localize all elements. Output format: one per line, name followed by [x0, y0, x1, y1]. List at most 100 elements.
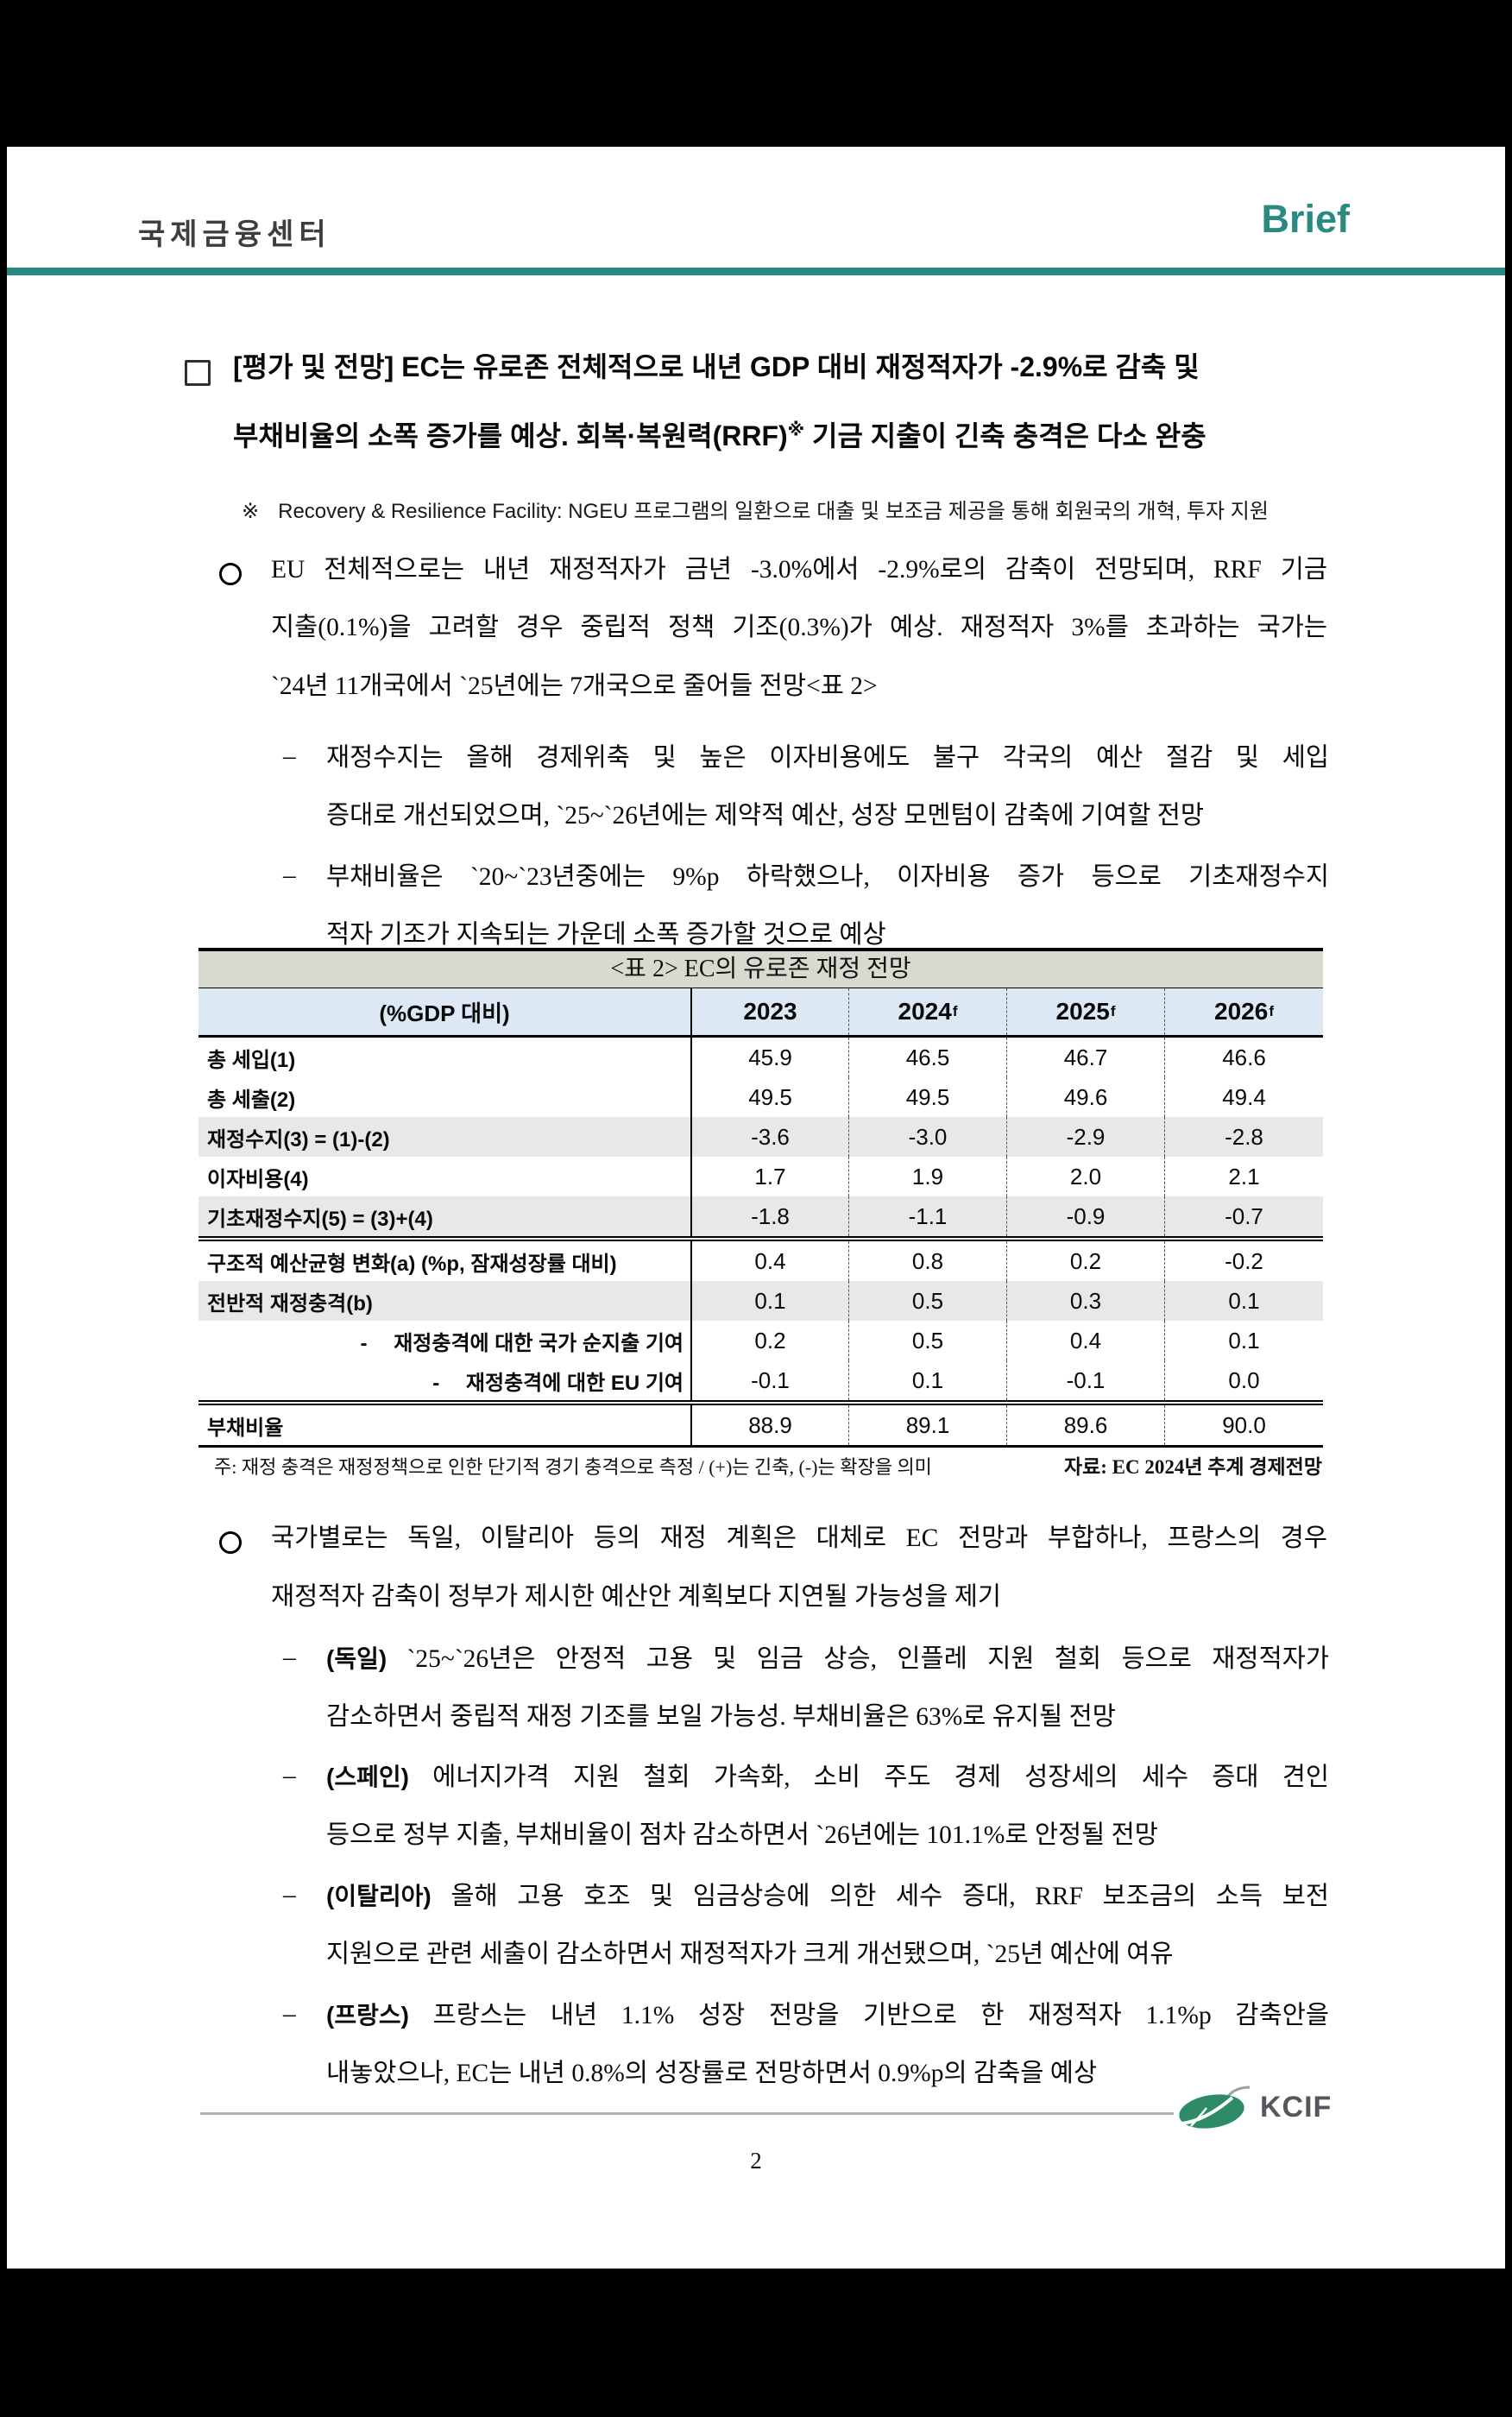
doc-title-line1: [평가 및 전망] EC는 유로존 전체적으로 내년 GDP 대비 재정적자가 …	[233, 351, 1200, 382]
table-row: 구조적 예산균형 변화(a) (%p, 잠재성장률 대비) 0.4 0.8 0.2 -0…	[198, 1236, 1323, 1281]
table-row: 재정수지(3) = (1)-(2) -3.6 -3.0 -2.9 -2.8	[198, 1117, 1323, 1157]
country-tag: (이탈리아)	[326, 1883, 432, 1909]
table-row: 이자비용(4) 1.7 1.9 2.0 2.1	[198, 1157, 1323, 1196]
table-cell: 0.2	[690, 1321, 848, 1360]
table-source: 자료: EC 2024년 추계 경제전망	[1063, 1456, 1322, 1478]
table-row-label: 구조적 예산균형 변화(a) (%p, 잠재성장률 대비)	[207, 1252, 617, 1276]
country-item-line: (스페인) 에너지가격 지원 철회 가속화, 소비 주도 경제 성장세의 세수 …	[326, 1762, 1329, 1794]
table-cell: 0.2	[1006, 1241, 1164, 1281]
table-row: 기초재정수지(5) = (3)+(4) -1.8 -1.1 -0.9 -0.7	[198, 1196, 1323, 1236]
doc-title-line2-post: 기금 지출이 긴축 충격은 다소 완충	[804, 420, 1206, 451]
country-item-line: 감소하면서 중립적 재정 기조를 보일 가능성. 부채비율은 63%로 유지될 …	[326, 1703, 1116, 1731]
square-bullet-icon	[185, 360, 211, 386]
country-tag: (프랑스)	[326, 2002, 409, 2029]
country-item-line: (프랑스) 프랑스는 내년 1.1% 성장 전망을 기반으로 한 재정적자 1.…	[326, 2000, 1329, 2032]
brief-brand: Brief	[1261, 197, 1350, 241]
table-cell: 0.1	[1164, 1281, 1323, 1321]
org-title: 국제금융센터	[138, 218, 331, 251]
table-cell: -2.9	[1006, 1117, 1164, 1157]
table-row: - 재정충격에 대한 국가 순지출 기여 0.2 0.5 0.4 0.1	[198, 1321, 1323, 1360]
table-cell: 49.4	[1164, 1077, 1323, 1117]
reference-mark: ※	[787, 420, 805, 440]
header-divider	[7, 268, 1505, 275]
table-cell: 0.1	[690, 1281, 848, 1321]
table-row: 총 세출(2) 49.5 49.5 49.6 49.4	[198, 1077, 1323, 1117]
kcif-logo-icon	[1177, 2080, 1257, 2135]
country-tag: (스페인)	[326, 1764, 409, 1790]
country-tag: (독일)	[326, 1645, 387, 1672]
para-line: 재정수지는 올해 경제위축 및 높은 이자비용에도 불구 각국의 예산 절감 및…	[326, 744, 1329, 772]
table-cell: -3.6	[690, 1117, 848, 1157]
table-cell: 90.0	[1164, 1405, 1323, 1445]
para-line: 재정적자 감축이 정부가 제시한 예산안 계획보다 지연될 가능성을 제기	[271, 1583, 1002, 1611]
table-year-header: 2026 f	[1164, 988, 1323, 1035]
table-cell: 0.5	[848, 1321, 1006, 1360]
footnote-definition: ※ Recovery & Resilience Facility: NGEU 프로…	[242, 494, 1269, 524]
para-line: 부채비율은 `20~`23년중에는 9%p 하락했으나, 이자비용 증가 등으로…	[326, 863, 1329, 891]
table-cell: -0.1	[690, 1360, 848, 1400]
para-line: EU 전체적으로는 내년 재정적자가 금년 -3.0%에서 -2.9%로의 감축…	[271, 556, 1327, 584]
doc-title-line2-pre: 부채비율의 소폭 증가를 예상. 회복·복원력(RRF)	[233, 420, 788, 451]
country-item-line: 등으로 정부 지출, 부채비율이 점차 감소하면서 `26년에는 101.1%로…	[326, 1821, 1158, 1849]
table-cell: 0.4	[690, 1241, 848, 1281]
country-item-line: (이탈리아) 올해 고용 호조 및 임금상승에 의한 세수 증대, RRF 보조…	[326, 1881, 1329, 1913]
country-text: 프랑스는 내년 1.1% 성장 전망을 기반으로 한 재정적자 1.1%p 감축…	[408, 2002, 1329, 2029]
dash-bullet-icon: –	[283, 2000, 296, 2028]
table-row-label: 이자비용(4)	[207, 1167, 309, 1191]
table-row: 전반적 재정충격(b) 0.1 0.5 0.3 0.1	[198, 1281, 1323, 1321]
doc-title-line2: 부채비율의 소폭 증가를 예상. 회복·복원력(RRF)※ 기금 지출이 긴축 …	[233, 414, 1326, 454]
dash-bullet-icon: –	[283, 861, 296, 889]
table-cell: 45.9	[690, 1038, 848, 1077]
table-body: 총 세입(1) 45.9 46.5 46.7 46.6 총 세출(2) 49.5 49.5 49…	[198, 1038, 1323, 1445]
circle-bullet-icon	[219, 563, 242, 585]
table-cell: 1.9	[848, 1157, 1006, 1196]
table-cell: 0.3	[1006, 1281, 1164, 1321]
table-cell: -0.2	[1164, 1241, 1323, 1281]
para-line: 증대로 개선되었으며, `25~`26년에는 제약적 예산, 성장 모멘텀이 감…	[326, 802, 1205, 830]
table-cell: 46.5	[848, 1038, 1006, 1077]
footer-divider	[200, 2112, 1174, 2115]
table-cell: -0.9	[1006, 1196, 1164, 1236]
table-note: 주: 재정 충격은 재정정책으로 인한 단기적 경기 충격으로 측정 / (+)…	[214, 1456, 932, 1478]
table-cell: 89.1	[848, 1405, 1006, 1445]
country-item-line: 내놓았으나, EC는 내년 0.8%의 성장률로 전망하면서 0.9%p의 감축…	[326, 2060, 1098, 2087]
table-cell: 49.6	[1006, 1077, 1164, 1117]
table-cell: -0.1	[1006, 1360, 1164, 1400]
table-cell: 46.7	[1006, 1038, 1164, 1077]
table-cell: 49.5	[848, 1077, 1006, 1117]
table-row-label: 기초재정수지(5) = (3)+(4)	[207, 1207, 433, 1231]
circle-bullet-icon	[219, 1531, 242, 1554]
table-col-header: (%GDP 대비)	[379, 1000, 510, 1026]
reference-mark-icon: ※	[242, 500, 260, 523]
table-title: <표 2> EC의 유로존 재정 전망	[198, 951, 1323, 988]
table-cell: -1.8	[690, 1196, 848, 1236]
dash-bullet-icon: –	[283, 1762, 296, 1789]
para-line: 적자 기조가 지속되는 가운데 소폭 증가할 것으로 예상	[326, 921, 886, 949]
table-cell: 89.6	[1006, 1405, 1164, 1445]
table-cell: 0.1	[1164, 1321, 1323, 1360]
country-item-line: 지원으로 관련 세출이 감소하면서 재정적자가 크게 개선됐으며, `25년 예…	[326, 1941, 1174, 1968]
country-text: 에너지가격 지원 철회 가속화, 소비 주도 경제 성장세의 세수 증대 견인	[408, 1764, 1329, 1791]
table-cell: 46.6	[1164, 1038, 1323, 1077]
table-cell: 49.5	[690, 1077, 848, 1117]
table-row: 부채비율 88.9 89.1 89.6 90.0	[198, 1400, 1323, 1445]
table-row-label: 재정수지(3) = (1)-(2)	[207, 1127, 390, 1152]
table-cell: 0.4	[1006, 1321, 1164, 1360]
table-cell: 2.1	[1164, 1157, 1323, 1196]
country-item-line: (독일) `25~`26년은 안정적 고용 및 임금 상승, 인플레 지원 철회…	[326, 1644, 1329, 1675]
dash-bullet-icon: –	[283, 742, 296, 770]
table-row: 총 세입(1) 45.9 46.5 46.7 46.6	[198, 1038, 1323, 1077]
table-row-label: - 재정충격에 대한 국가 순지출 기여	[360, 1331, 684, 1355]
para-line: 지출(0.1%)을 고려할 경우 중립적 정책 기조(0.3%)가 예상. 재정…	[271, 614, 1327, 641]
table-row-label: 총 세출(2)	[207, 1088, 296, 1112]
table-row-label: 총 세입(1)	[207, 1048, 296, 1072]
table-year-header: 2023	[690, 988, 848, 1035]
table-cell: 0.8	[848, 1241, 1006, 1281]
page-number: 2	[750, 2148, 762, 2174]
table-cell: -2.8	[1164, 1117, 1323, 1157]
footnote-text: Recovery & Resilience Facility: NGEU 프로그…	[278, 500, 1269, 523]
table-cell: 2.0	[1006, 1157, 1164, 1196]
table-row-label: 부채비율	[207, 1416, 284, 1440]
table-cell: 1.7	[690, 1157, 848, 1196]
